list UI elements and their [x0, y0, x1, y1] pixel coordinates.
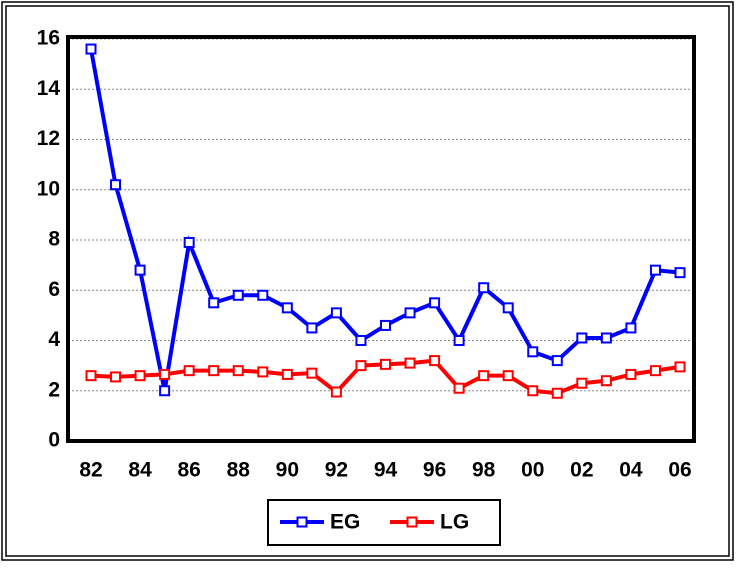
point-marker	[649, 264, 661, 276]
x-tick-label: 82	[79, 459, 102, 482]
point-marker	[429, 297, 441, 309]
point-marker	[551, 387, 563, 399]
point-marker	[502, 302, 514, 314]
point-marker	[159, 368, 171, 380]
point-marker	[429, 355, 441, 367]
legend-marker	[296, 516, 308, 528]
point-marker	[453, 335, 465, 346]
x-tick-label: 84	[128, 459, 152, 482]
point-marker	[208, 365, 220, 377]
point-marker	[355, 335, 367, 346]
point-marker	[110, 371, 122, 383]
point-marker	[551, 355, 563, 367]
point-marker	[527, 346, 539, 358]
point-marker	[355, 360, 367, 372]
point-marker	[257, 289, 269, 301]
point-marker	[183, 237, 195, 249]
x-tick-label: 00	[521, 459, 544, 482]
point-marker	[159, 385, 171, 397]
point-marker	[134, 264, 146, 276]
x-tick-label: 88	[227, 459, 251, 482]
plot-frame	[66, 35, 696, 443]
point-marker	[527, 385, 539, 397]
x-tick-label: 94	[374, 459, 398, 482]
point-marker	[674, 361, 686, 373]
point-marker	[600, 375, 612, 387]
legend-label: EG	[330, 511, 360, 534]
point-marker	[625, 368, 637, 380]
point-marker	[502, 370, 514, 382]
legend-marker	[406, 516, 418, 528]
point-marker	[281, 368, 293, 380]
point-marker	[134, 370, 146, 382]
point-marker	[232, 289, 244, 301]
y-tick-label: 12	[37, 127, 60, 150]
point-marker	[576, 332, 588, 344]
x-tick-label: 86	[177, 459, 200, 482]
point-marker	[208, 297, 220, 309]
y-tick-label: 0	[48, 429, 60, 452]
x-tick-label: 06	[668, 459, 691, 482]
point-marker	[453, 382, 465, 394]
x-tick-label: 04	[619, 459, 643, 482]
point-marker	[85, 370, 97, 382]
point-marker	[330, 307, 342, 319]
point-marker	[281, 302, 293, 314]
y-tick-label: 10	[37, 177, 60, 200]
x-tick-label: 90	[276, 459, 299, 482]
point-marker	[380, 358, 391, 370]
point-marker	[306, 367, 318, 379]
y-tick-label: 16	[37, 27, 60, 50]
legend-label: LG	[440, 511, 469, 534]
series-line	[89, 48, 681, 392]
point-marker	[183, 365, 195, 377]
point-marker	[404, 357, 416, 369]
point-marker	[110, 179, 122, 191]
point-marker	[478, 282, 490, 294]
x-tick-label: 02	[570, 459, 593, 482]
point-marker	[478, 370, 490, 382]
point-marker	[257, 366, 269, 378]
point-marker	[380, 319, 391, 331]
y-tick-label: 2	[48, 378, 60, 401]
point-marker	[306, 322, 318, 334]
point-marker	[85, 43, 97, 55]
y-tick-label: 4	[48, 328, 60, 351]
point-marker	[232, 365, 244, 377]
point-marker	[649, 365, 661, 377]
x-tick-label: 92	[325, 459, 348, 482]
y-tick-label: 6	[48, 278, 60, 301]
point-marker	[330, 386, 342, 398]
x-tick-label: 98	[472, 459, 496, 482]
y-tick-label: 8	[48, 228, 60, 251]
point-marker	[600, 332, 612, 344]
x-tick-label: 96	[423, 459, 446, 482]
point-marker	[576, 377, 588, 389]
point-marker	[674, 267, 686, 279]
inner-border	[5, 5, 730, 557]
point-marker	[404, 307, 416, 319]
y-tick-label: 14	[37, 77, 61, 100]
point-marker	[625, 322, 637, 334]
